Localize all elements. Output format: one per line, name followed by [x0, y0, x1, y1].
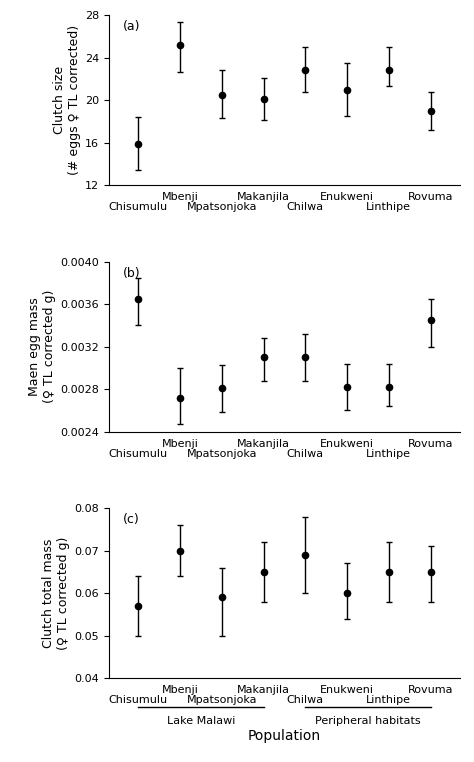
Text: (a): (a): [123, 21, 141, 34]
Y-axis label: Clutch size
(# eggs ♀ TL corrected): Clutch size (# eggs ♀ TL corrected): [53, 25, 81, 175]
Text: Linthipe: Linthipe: [366, 202, 411, 213]
Text: Chisumulu: Chisumulu: [109, 695, 168, 705]
Text: Mbenji: Mbenji: [162, 438, 199, 449]
Y-axis label: Clutch total mass
(♀ TL corrected g): Clutch total mass (♀ TL corrected g): [42, 536, 70, 650]
Text: Chilwa: Chilwa: [287, 202, 324, 213]
Text: Linthipe: Linthipe: [366, 695, 411, 705]
Text: Rovuma: Rovuma: [408, 438, 453, 449]
Text: Rovuma: Rovuma: [408, 192, 453, 202]
Text: Enukweni: Enukweni: [320, 685, 374, 695]
Text: Enukweni: Enukweni: [320, 192, 374, 202]
Text: Makanjila: Makanjila: [237, 438, 290, 449]
Text: Mbenji: Mbenji: [162, 685, 199, 695]
Y-axis label: Maen egg mass
(♀ TL corrected g): Maen egg mass (♀ TL corrected g): [28, 290, 56, 403]
Text: (b): (b): [123, 267, 141, 280]
Text: Enukweni: Enukweni: [320, 438, 374, 449]
Text: Chilwa: Chilwa: [287, 449, 324, 459]
Text: (c): (c): [123, 514, 140, 527]
Text: Mpatsonjoka: Mpatsonjoka: [186, 449, 257, 459]
Text: Chisumulu: Chisumulu: [109, 449, 168, 459]
Text: Makanjila: Makanjila: [237, 685, 290, 695]
Text: Population: Population: [248, 729, 321, 743]
Text: Peripheral habitats: Peripheral habitats: [315, 716, 421, 725]
Text: Makanjila: Makanjila: [237, 192, 290, 202]
Text: Rovuma: Rovuma: [408, 685, 453, 695]
Text: Mpatsonjoka: Mpatsonjoka: [186, 695, 257, 705]
Text: Chisumulu: Chisumulu: [109, 202, 168, 213]
Text: Chilwa: Chilwa: [287, 695, 324, 705]
Text: Mbenji: Mbenji: [162, 192, 199, 202]
Text: Lake Malawi: Lake Malawi: [167, 716, 235, 725]
Text: Linthipe: Linthipe: [366, 449, 411, 459]
Text: Mpatsonjoka: Mpatsonjoka: [186, 202, 257, 213]
